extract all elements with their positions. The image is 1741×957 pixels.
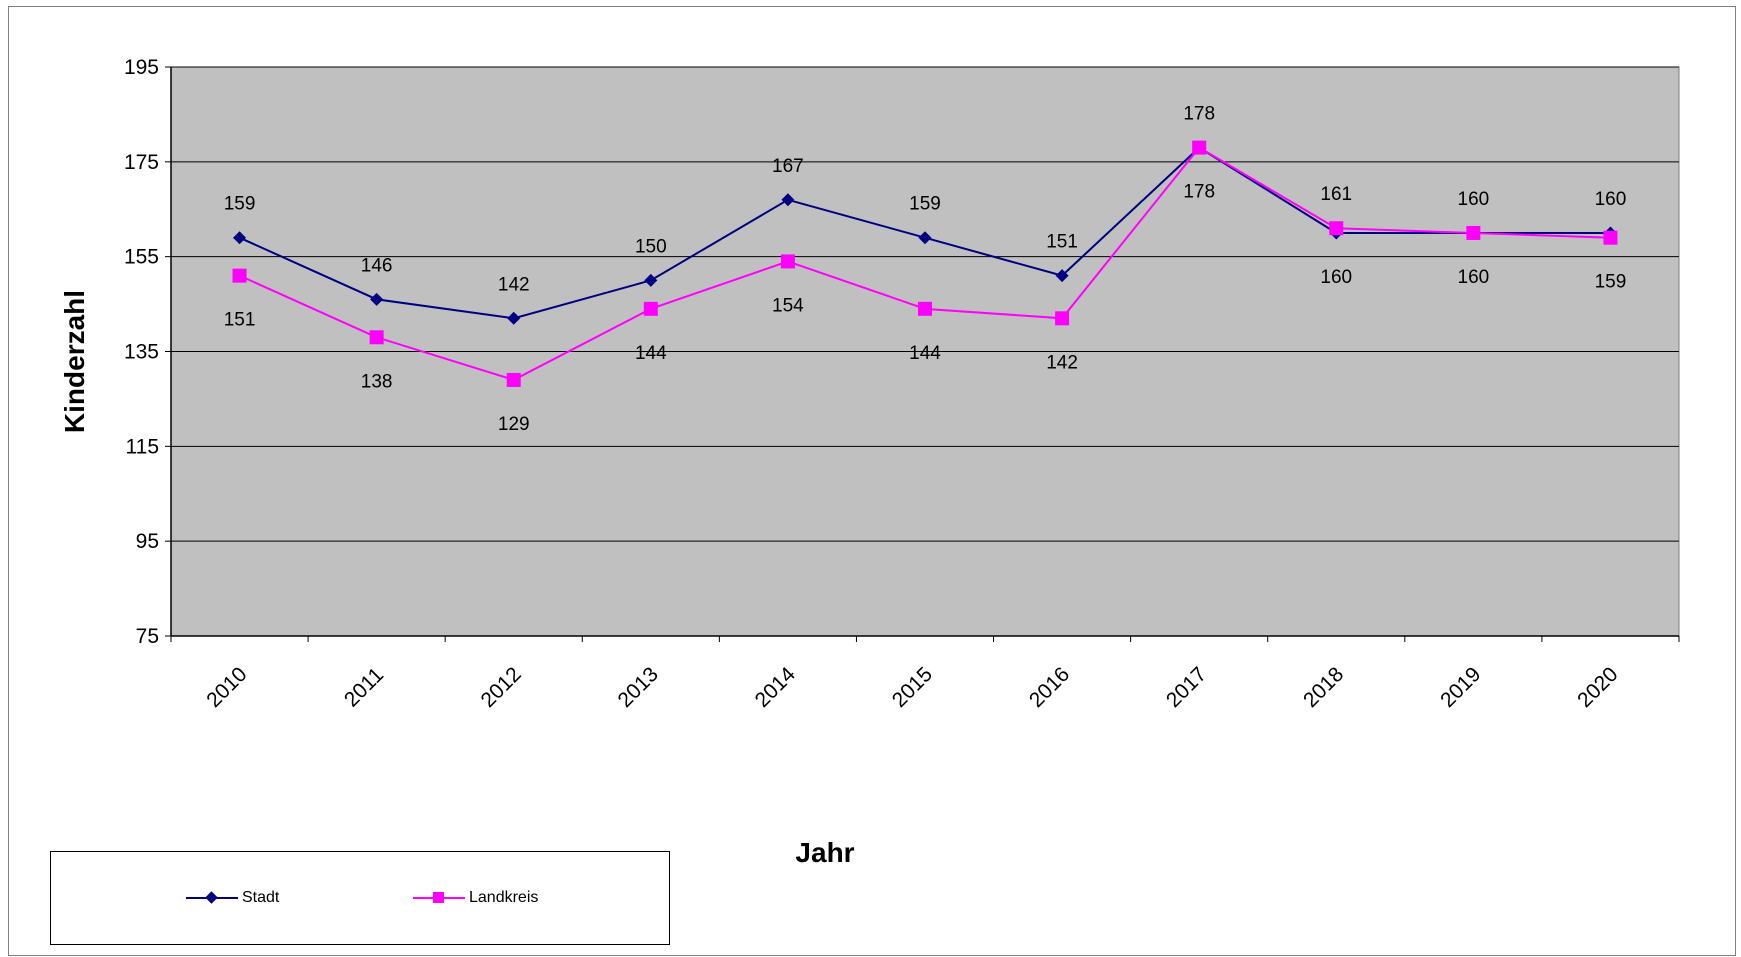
y-tick-label: 195 (124, 56, 159, 79)
data-label-stadt: 167 (772, 156, 804, 177)
x-tick-label: 2010 (202, 663, 251, 712)
point-stadt (644, 273, 658, 287)
y-axis-title: Kinderzahl (59, 290, 90, 433)
data-label-landkreis: 154 (772, 295, 804, 316)
x-axis-title: Jahr (795, 837, 854, 868)
data-label-stadt: 146 (361, 255, 393, 276)
data-label-stadt: 160 (1458, 189, 1490, 210)
point-stadt (1055, 269, 1069, 283)
chart-svg: 75 95 115 135 155 175 195 2010 2011 2012 2013 2014 2… (59, 56, 1680, 868)
y-tick-label: 115 (126, 435, 159, 458)
data-label-landkreis: 144 (909, 343, 941, 364)
point-stadt (781, 193, 795, 207)
data-label-stadt: 160 (1320, 267, 1352, 288)
data-label-stadt: 150 (635, 236, 667, 257)
data-label-stadt: 151 (1046, 232, 1078, 253)
data-label-stadt: 160 (1595, 189, 1627, 210)
point-landkreis (643, 301, 658, 316)
legend-label-stadt: Stadt (242, 889, 280, 906)
legend: Stadt Landkreis (50, 851, 670, 945)
data-label-stadt: 159 (224, 194, 256, 215)
data-label-landkreis: 178 (1183, 182, 1215, 203)
data-label-landkreis: 129 (498, 414, 530, 435)
y-tick-label: 155 (124, 246, 159, 269)
data-label-landkreis: 161 (1320, 184, 1352, 205)
data-label-landkreis: 151 (224, 310, 256, 331)
point-landkreis (1192, 140, 1207, 155)
legend-item-landkreis: Landkreis (413, 886, 538, 910)
x-tick-label: 2013 (614, 663, 663, 712)
x-tick-label: 2012 (476, 663, 525, 712)
point-stadt (507, 311, 521, 325)
x-tick-label: 2014 (751, 663, 801, 713)
y-tick-label: 135 (124, 341, 159, 364)
x-tick-label: 2018 (1299, 663, 1348, 712)
data-label-stadt: 159 (909, 194, 941, 215)
data-label-landkreis: 144 (635, 343, 667, 364)
data-label-landkreis: 159 (1595, 272, 1627, 293)
x-tick-label: 2016 (1025, 663, 1074, 712)
x-tick-label: 2015 (888, 663, 937, 712)
y-tick-label: 175 (124, 151, 159, 174)
data-label-landkreis: 160 (1458, 267, 1490, 288)
point-landkreis (1603, 230, 1618, 245)
x-tick-label: 2020 (1573, 663, 1622, 712)
x-tick-label: 2011 (340, 663, 388, 711)
point-stadt (918, 231, 932, 245)
point-landkreis (918, 301, 932, 316)
point-landkreis (506, 372, 521, 387)
x-tick-label: 2017 (1162, 663, 1211, 712)
point-landkreis (369, 330, 384, 345)
legend-swatch-landkreis (413, 890, 465, 906)
y-tick-label: 75 (136, 625, 159, 648)
point-stadt (370, 292, 384, 306)
legend-label-landkreis: Landkreis (469, 889, 539, 906)
data-label-landkreis: 142 (1046, 352, 1078, 373)
y-tick-label: 95 (136, 530, 159, 553)
data-label-stadt: 178 (1183, 104, 1215, 125)
chart-frame: 75 95 115 135 155 175 195 2010 2011 2012 2013 2014 2… (8, 6, 1736, 956)
data-label-landkreis: 138 (361, 371, 393, 392)
point-landkreis (1329, 221, 1344, 236)
data-label-stadt: 142 (498, 274, 530, 295)
point-stadt (233, 231, 247, 245)
point-landkreis (780, 254, 795, 269)
point-landkreis (1466, 225, 1481, 240)
legend-item-stadt: Stadt (186, 886, 279, 910)
point-landkreis (232, 268, 247, 283)
x-tick-label: 2019 (1436, 663, 1485, 712)
legend-swatch-stadt (186, 890, 238, 906)
point-landkreis (1055, 311, 1070, 326)
